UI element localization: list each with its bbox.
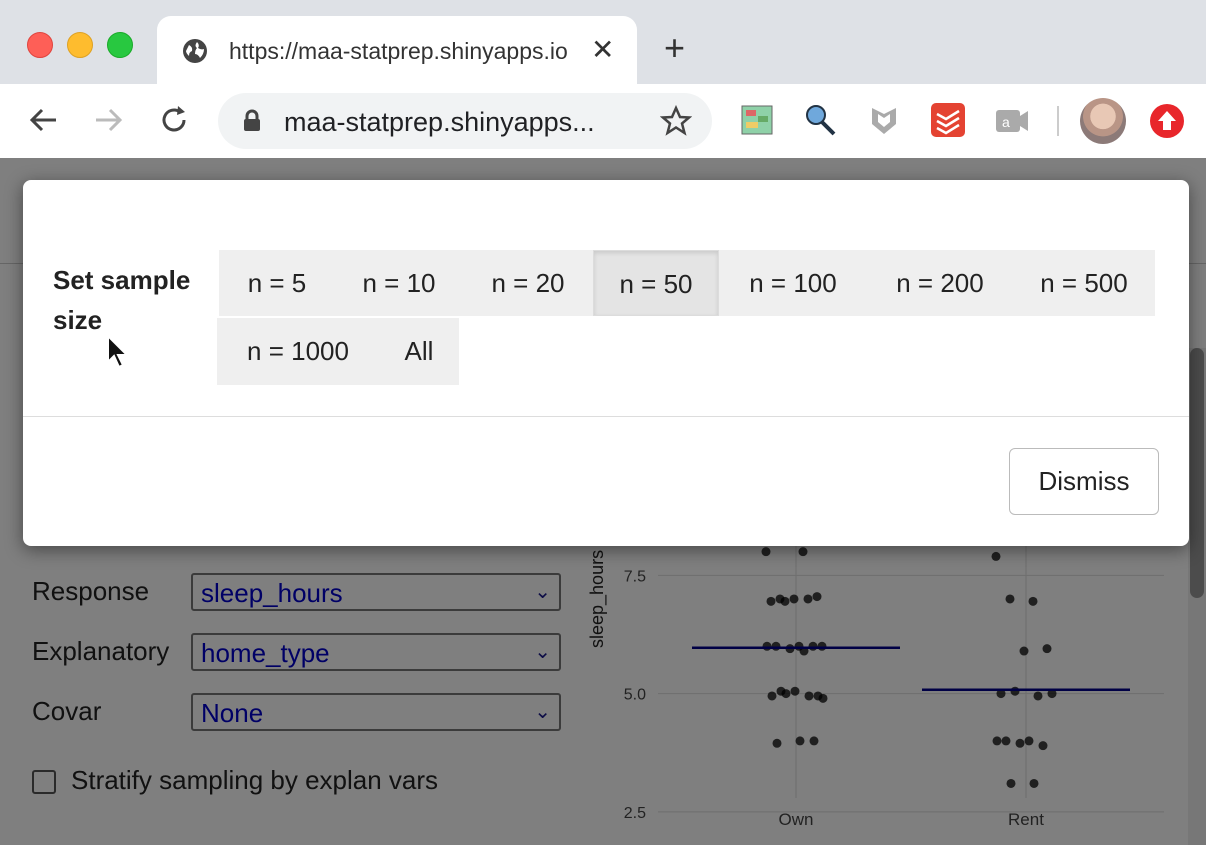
extension-app-icon[interactable]	[740, 102, 776, 138]
toolbar-separator	[1057, 106, 1059, 136]
browser-titlebar: https://maa-statprep.shinyapps.io ✕ +	[0, 0, 1206, 86]
minimize-window-button[interactable]	[67, 32, 93, 58]
sample-size-option[interactable]: n = 10	[362, 268, 436, 298]
camera-extension-icon[interactable]: a	[994, 102, 1030, 138]
dismiss-button[interactable]: Dismiss	[1009, 448, 1159, 515]
new-tab-button[interactable]: +	[664, 27, 686, 68]
sample-size-label: Set sample size	[53, 265, 191, 335]
magnifier-extension-icon[interactable]	[802, 102, 838, 138]
close-window-button[interactable]	[27, 32, 53, 58]
browser-toolbar: maa-statprep.shinyapps... a	[0, 84, 1206, 159]
shield-extension-icon[interactable]	[866, 102, 902, 138]
close-tab-icon[interactable]: ✕	[591, 34, 615, 65]
back-arrow-icon[interactable]	[24, 100, 64, 140]
browser-tab[interactable]: https://maa-statprep.shinyapps.io ✕	[157, 16, 637, 86]
bookmark-star-icon[interactable]	[660, 105, 692, 137]
reload-icon[interactable]	[154, 100, 194, 140]
forward-arrow-icon[interactable]	[88, 100, 128, 140]
sample-size-option[interactable]: n = 20	[491, 268, 565, 298]
update-arrow-icon[interactable]	[1150, 104, 1184, 138]
modal-divider	[23, 416, 1189, 417]
sample-size-option[interactable]: n = 5	[247, 268, 307, 298]
svg-text:a: a	[1002, 114, 1010, 130]
mouse-cursor-icon	[107, 334, 130, 369]
sample-size-button-group-row2	[217, 318, 459, 385]
tab-title: https://maa-statprep.shinyapps.io	[229, 38, 568, 64]
sample-size-option[interactable]: n = 50	[593, 250, 719, 316]
globe-icon	[183, 39, 207, 63]
sample-size-modal: Set sample size n = 5 n = 10 n = 20 n = 50 n…	[23, 180, 1189, 546]
profile-avatar[interactable]	[1080, 98, 1126, 144]
sample-size-option[interactable]: n = 1000	[247, 336, 349, 366]
sample-size-option[interactable]: n = 200	[896, 268, 984, 298]
sample-size-option[interactable]: All	[404, 336, 434, 366]
url-text[interactable]: maa-statprep.shinyapps...	[284, 107, 595, 137]
sample-size-option[interactable]: n = 500	[1040, 268, 1128, 298]
sample-size-option[interactable]: n = 100	[749, 268, 837, 298]
address-bar[interactable]: maa-statprep.shinyapps...	[218, 93, 712, 149]
todoist-extension-icon[interactable]	[930, 102, 966, 138]
maximize-window-button[interactable]	[107, 32, 133, 58]
lock-icon	[244, 109, 260, 131]
